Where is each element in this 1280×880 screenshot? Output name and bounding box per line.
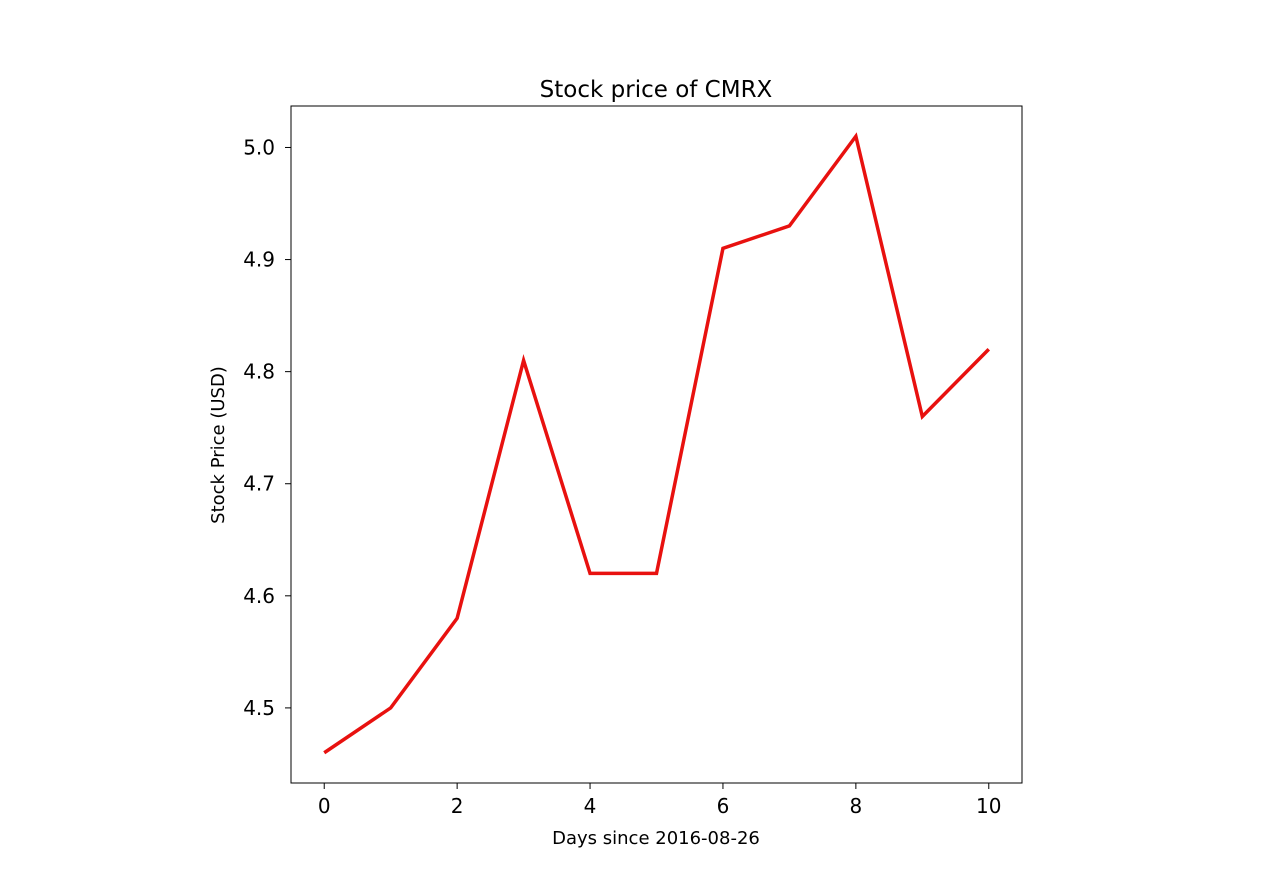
- series-line: [323, 132, 991, 755]
- x-tick-label: 10: [976, 794, 1001, 818]
- x-tick-label: 0: [318, 794, 331, 818]
- chart-title: Stock price of CMRX: [540, 77, 773, 103]
- y-tick-label: 4.9: [243, 248, 275, 272]
- y-axis-label: Stock Price (USD): [208, 366, 229, 524]
- x-tick-label: 8: [849, 794, 862, 818]
- y-tick-label: 4.8: [243, 360, 275, 384]
- x-tick-label: 6: [717, 794, 730, 818]
- x-axis-label: Days since 2016-08-26: [552, 828, 760, 849]
- x-tick-label: 2: [451, 794, 464, 818]
- x-tick-label: 4: [584, 794, 597, 818]
- y-tick-label: 4.6: [243, 584, 275, 608]
- y-tick-label: 4.5: [243, 696, 275, 720]
- x-axis: 0 2 4 6 8 10: [318, 783, 1001, 818]
- series-layer: [323, 132, 991, 755]
- plot-area-frame: [290, 105, 1023, 784]
- y-axis: 4.5 4.6 4.7 4.8 4.9 5.0: [243, 135, 291, 720]
- y-tick-label: 4.7: [243, 472, 275, 496]
- y-tick-label: 5.0: [243, 135, 275, 159]
